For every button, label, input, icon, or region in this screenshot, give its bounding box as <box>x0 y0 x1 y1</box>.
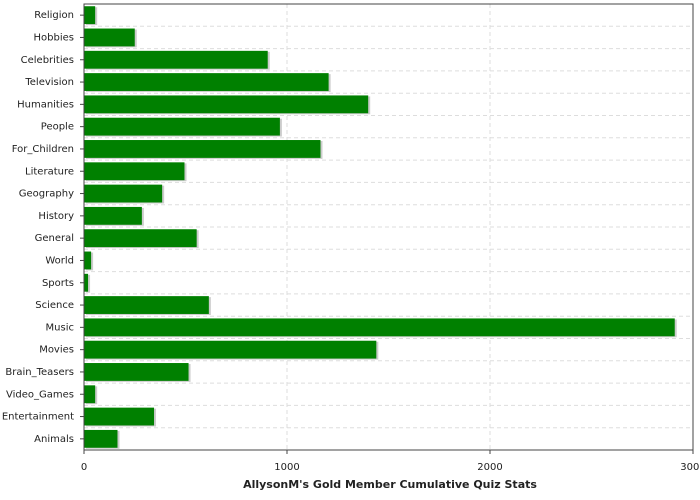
bar <box>84 273 89 292</box>
y-tick-label: Science <box>35 300 74 311</box>
y-tick-label: People <box>41 122 74 133</box>
plot-frame <box>83 3 694 451</box>
y-tick-label: World <box>45 255 74 266</box>
bar <box>84 95 369 114</box>
bar <box>84 318 675 337</box>
y-tick-label: History <box>38 211 74 222</box>
x-tick-label: 0 <box>81 462 87 473</box>
bar <box>84 363 189 381</box>
bar <box>84 251 92 270</box>
y-tick-label: Geography <box>19 189 74 200</box>
bar <box>84 73 329 91</box>
x-tick-label: 2000 <box>477 462 502 473</box>
y-tick-label: Entertainment <box>2 412 74 423</box>
x-axis-title: AllysonM's Gold Member Cumulative Quiz S… <box>243 478 537 491</box>
y-tick-label: Television <box>24 77 74 88</box>
y-tick-label: Animals <box>34 434 74 445</box>
y-tick-label: General <box>35 233 74 244</box>
y-tick-label: Brain_Teasers <box>5 367 74 378</box>
y-tick-label: Hobbies <box>34 32 74 43</box>
bar <box>84 28 135 47</box>
bar <box>84 6 96 25</box>
y-tick-label: Literature <box>25 166 74 177</box>
bar <box>84 385 96 404</box>
y-tick-label: Movies <box>39 345 74 356</box>
y-tick-label: Humanities <box>17 99 74 110</box>
bar <box>84 162 185 181</box>
y-tick-label: Music <box>46 322 74 333</box>
bar <box>84 407 155 426</box>
y-tick-label: For_Children <box>12 144 74 155</box>
bar <box>84 117 280 136</box>
bar <box>84 429 118 448</box>
x-tick-label: 3000 <box>680 462 700 473</box>
bar <box>84 184 163 203</box>
y-tick-label: Sports <box>42 278 74 289</box>
y-tick-label: Religion <box>34 10 74 21</box>
x-tick-label: 1000 <box>274 462 299 473</box>
bar <box>84 229 197 248</box>
bar <box>84 206 142 225</box>
bar <box>84 296 209 314</box>
bar <box>84 140 321 158</box>
y-tick-label: Video_Games <box>6 389 74 400</box>
bar <box>84 50 268 69</box>
bar <box>84 340 377 359</box>
y-tick-label: Celebrities <box>21 55 74 66</box>
